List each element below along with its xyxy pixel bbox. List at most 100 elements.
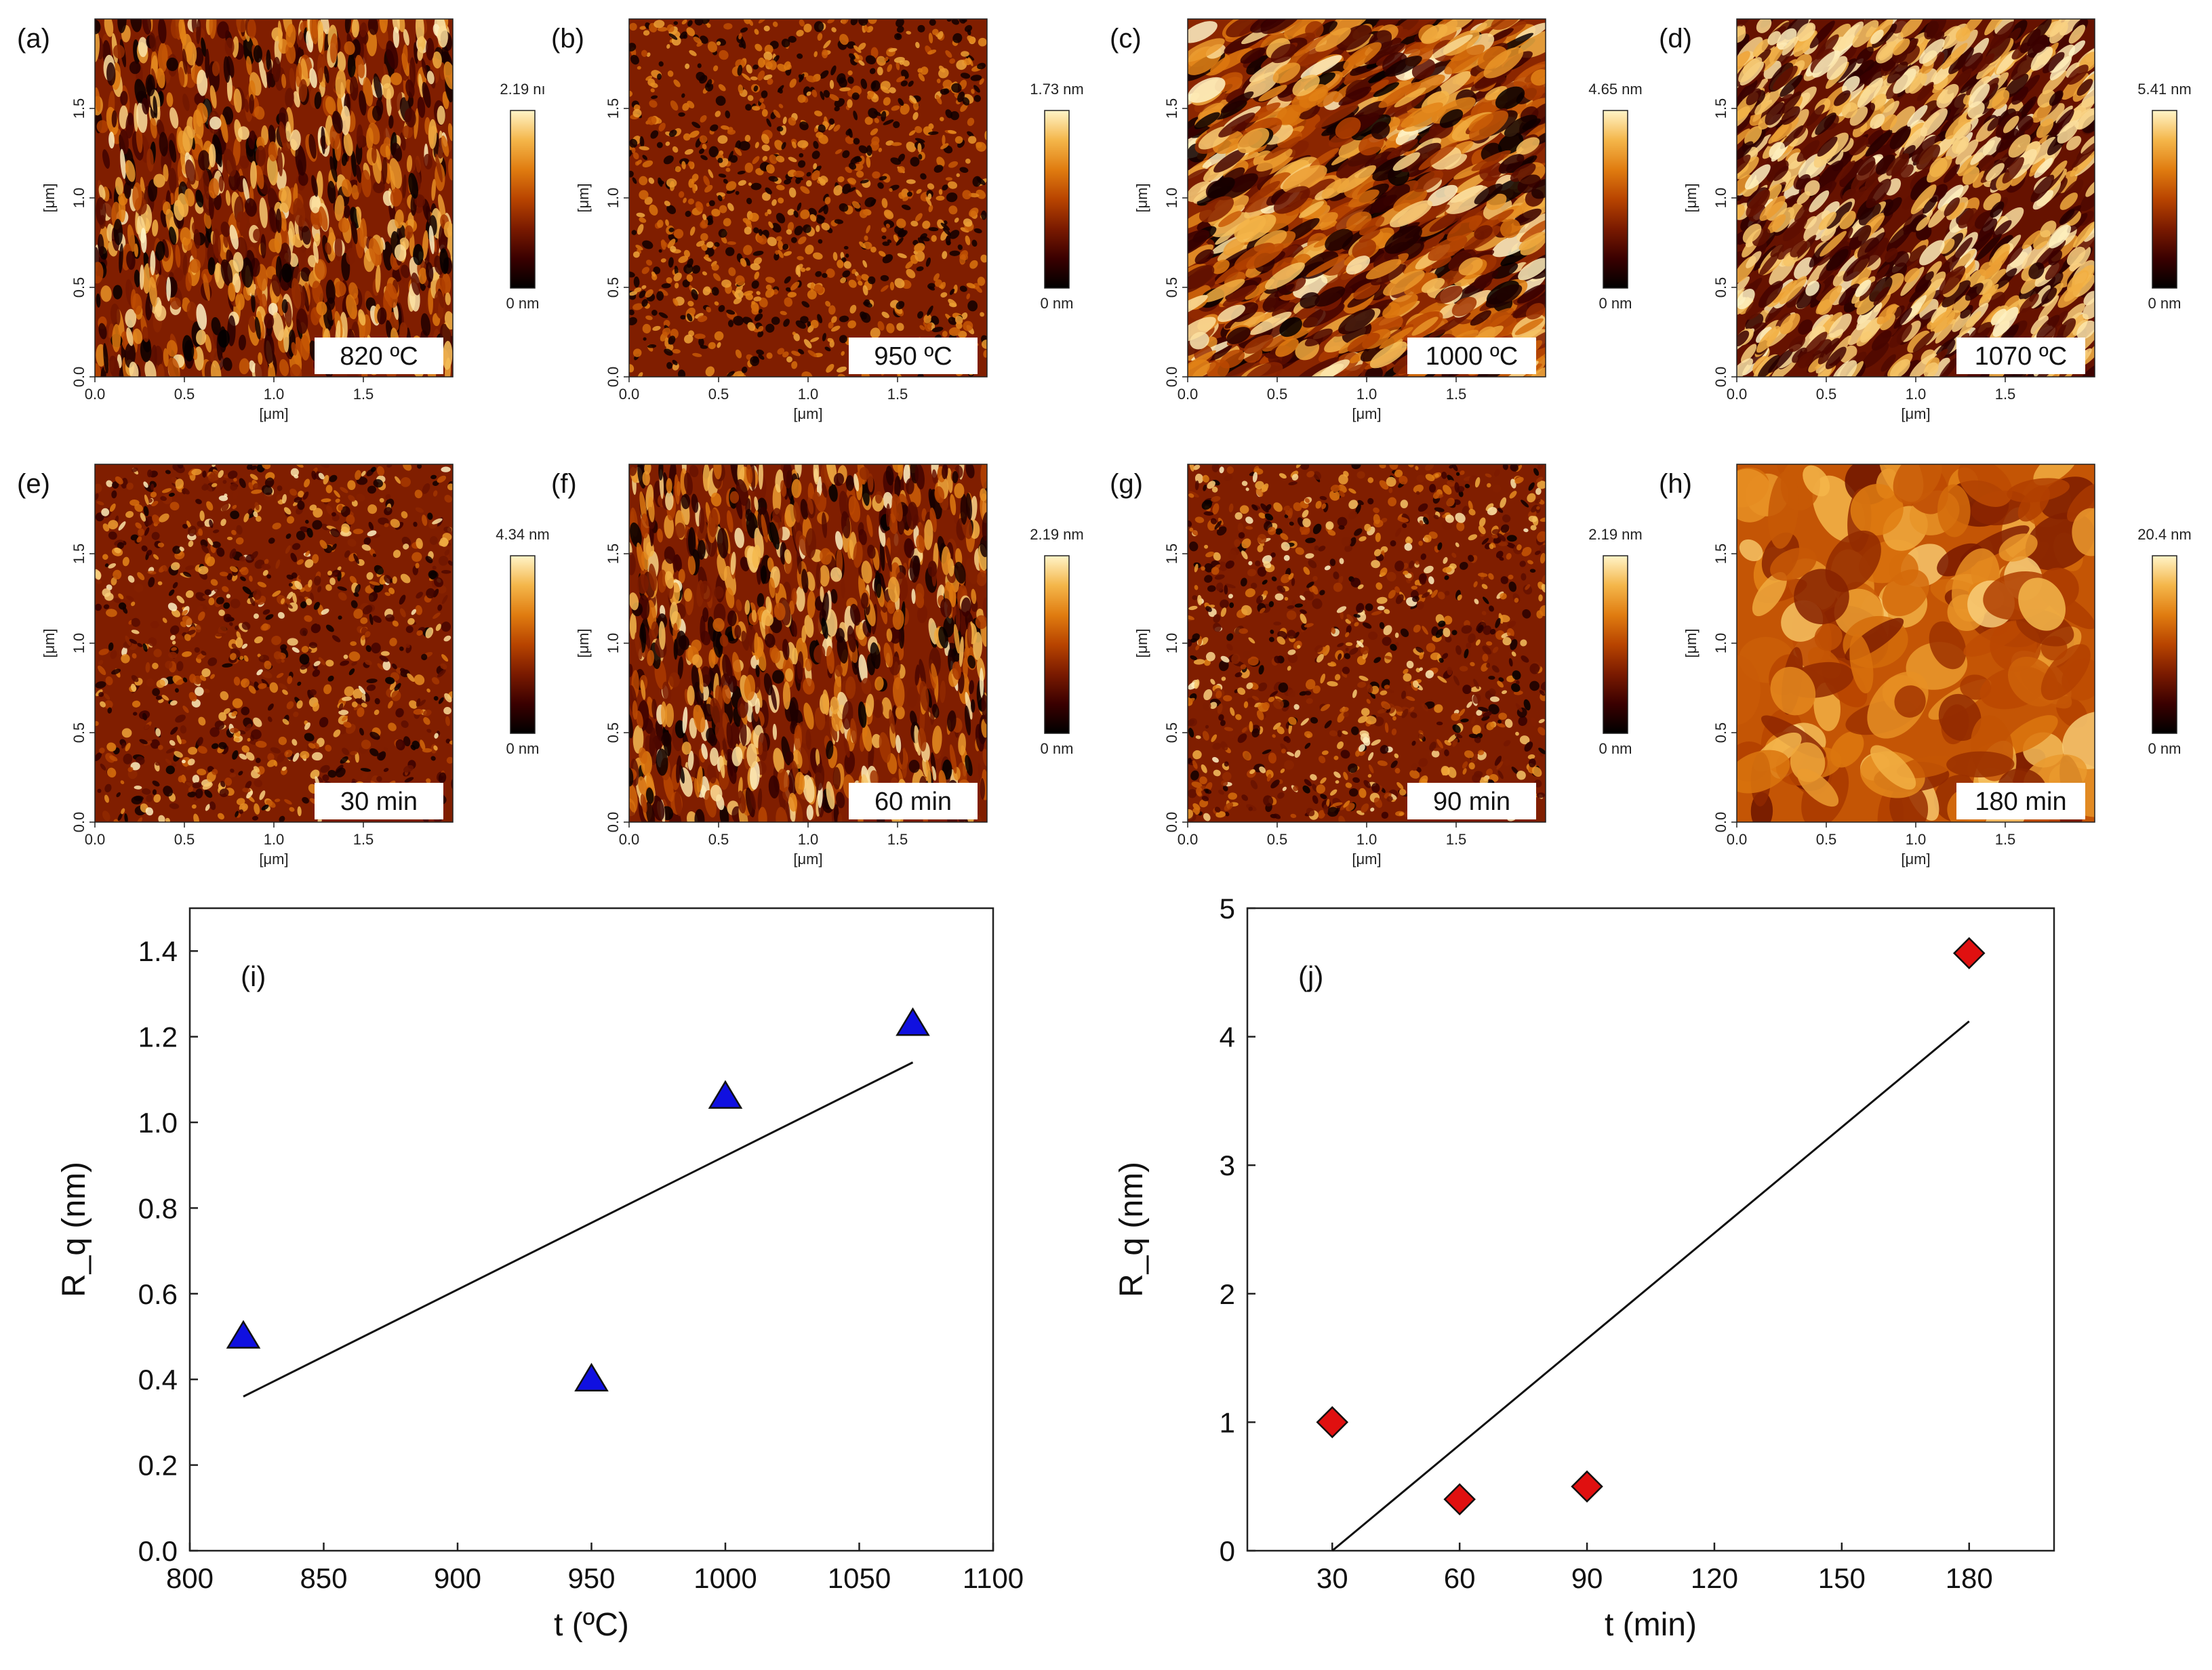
afm-feature xyxy=(445,738,451,744)
afm-feature xyxy=(246,56,252,75)
afm-feature xyxy=(723,23,733,30)
afm-feature xyxy=(957,91,965,102)
afm-feature xyxy=(1931,304,1948,323)
afm-feature xyxy=(809,213,817,222)
afm-feature xyxy=(799,152,804,158)
afm-feature xyxy=(1883,197,1902,217)
afm-feature xyxy=(1881,114,1897,131)
afm-feature xyxy=(931,315,940,325)
afm-feature xyxy=(706,23,711,28)
afm-feature xyxy=(353,688,363,699)
afm-feature xyxy=(142,19,152,35)
afm-feature xyxy=(1365,259,1402,280)
afm-feature xyxy=(2049,224,2072,249)
afm-feature xyxy=(110,668,121,675)
afm-feature xyxy=(834,219,844,224)
afm-feature xyxy=(853,52,860,60)
afm-feature xyxy=(1207,177,1235,199)
afm-feature xyxy=(742,73,751,81)
afm-feature xyxy=(176,595,185,604)
afm-feature xyxy=(1738,57,1763,83)
afm-feature xyxy=(176,634,184,640)
afm-feature xyxy=(1801,325,1826,352)
afm-feature xyxy=(446,756,453,764)
afm-feature xyxy=(1455,173,1488,193)
afm-feature xyxy=(137,643,143,647)
afm-feature xyxy=(351,39,361,58)
afm-feature xyxy=(967,136,977,144)
afm-feature xyxy=(340,487,348,493)
afm-feature xyxy=(249,360,256,373)
afm-feature xyxy=(782,243,789,250)
afm-feature xyxy=(1907,104,1928,127)
afm-feature xyxy=(936,195,945,201)
afm-feature xyxy=(1273,186,1310,214)
afm-feature xyxy=(348,282,359,299)
afm-panel: 0.00.00.50.51.01.01.51.5[μm][μm](a)820 º… xyxy=(17,18,546,422)
afm-feature xyxy=(691,289,698,300)
afm-feature xyxy=(761,108,768,117)
afm-feature xyxy=(245,198,257,217)
afm-feature xyxy=(197,611,205,622)
afm-feature xyxy=(839,34,849,45)
afm-feature xyxy=(791,361,798,369)
afm-feature xyxy=(744,226,752,235)
afm-feature xyxy=(706,203,710,207)
afm-feature xyxy=(309,195,321,213)
afm-feature xyxy=(239,155,249,169)
afm-feature xyxy=(868,19,877,24)
afm-feature xyxy=(763,25,770,32)
afm-feature xyxy=(186,521,192,529)
afm-feature xyxy=(948,161,959,168)
afm-feature xyxy=(751,300,756,305)
afm-feature xyxy=(885,223,891,228)
afm-feature xyxy=(210,579,218,586)
afm-feature xyxy=(858,60,865,66)
afm-feature xyxy=(2059,192,2078,210)
afm-feature xyxy=(795,177,801,184)
afm-feature xyxy=(159,131,168,157)
afm-feature xyxy=(1243,362,1283,377)
afm-feature xyxy=(212,61,220,77)
afm-feature xyxy=(293,91,300,108)
afm-feature xyxy=(771,317,780,325)
afm-feature xyxy=(727,150,733,161)
afm-feature xyxy=(689,226,696,236)
afm-feature xyxy=(708,200,715,207)
afm-feature xyxy=(1851,267,1872,289)
afm-feature xyxy=(233,676,241,686)
afm-feature xyxy=(896,26,904,33)
afm-feature xyxy=(653,20,665,28)
afm-feature xyxy=(132,700,141,708)
afm-feature xyxy=(390,188,403,207)
afm-feature xyxy=(787,291,797,298)
afm-feature xyxy=(1226,285,1258,302)
afm-feature xyxy=(912,112,919,121)
afm-feature xyxy=(139,264,144,290)
afm-feature xyxy=(447,669,453,676)
afm-feature xyxy=(95,483,102,493)
afm-feature xyxy=(151,500,159,506)
afm-feature xyxy=(1298,201,1325,218)
afm-feature xyxy=(1411,317,1439,336)
afm-feature xyxy=(392,620,399,627)
afm-feature xyxy=(832,251,838,261)
afm-feature xyxy=(2051,109,2074,137)
afm-feature xyxy=(1737,19,1752,28)
afm-x-tick-label: 1.5 xyxy=(887,386,908,403)
afm-feature xyxy=(1194,249,1214,264)
afm-feature xyxy=(805,75,817,83)
afm-feature xyxy=(146,678,155,687)
afm-feature xyxy=(631,147,636,154)
afm-feature xyxy=(162,617,167,624)
afm-feature xyxy=(390,73,402,85)
afm-feature xyxy=(344,19,352,34)
afm-feature xyxy=(110,303,121,327)
afm-feature xyxy=(440,663,447,670)
afm-feature xyxy=(1834,160,1855,183)
afm-feature xyxy=(341,152,348,166)
afm-feature xyxy=(816,224,820,232)
afm-feature xyxy=(785,287,792,292)
afm-feature xyxy=(1772,65,1798,90)
afm-feature xyxy=(264,333,275,365)
